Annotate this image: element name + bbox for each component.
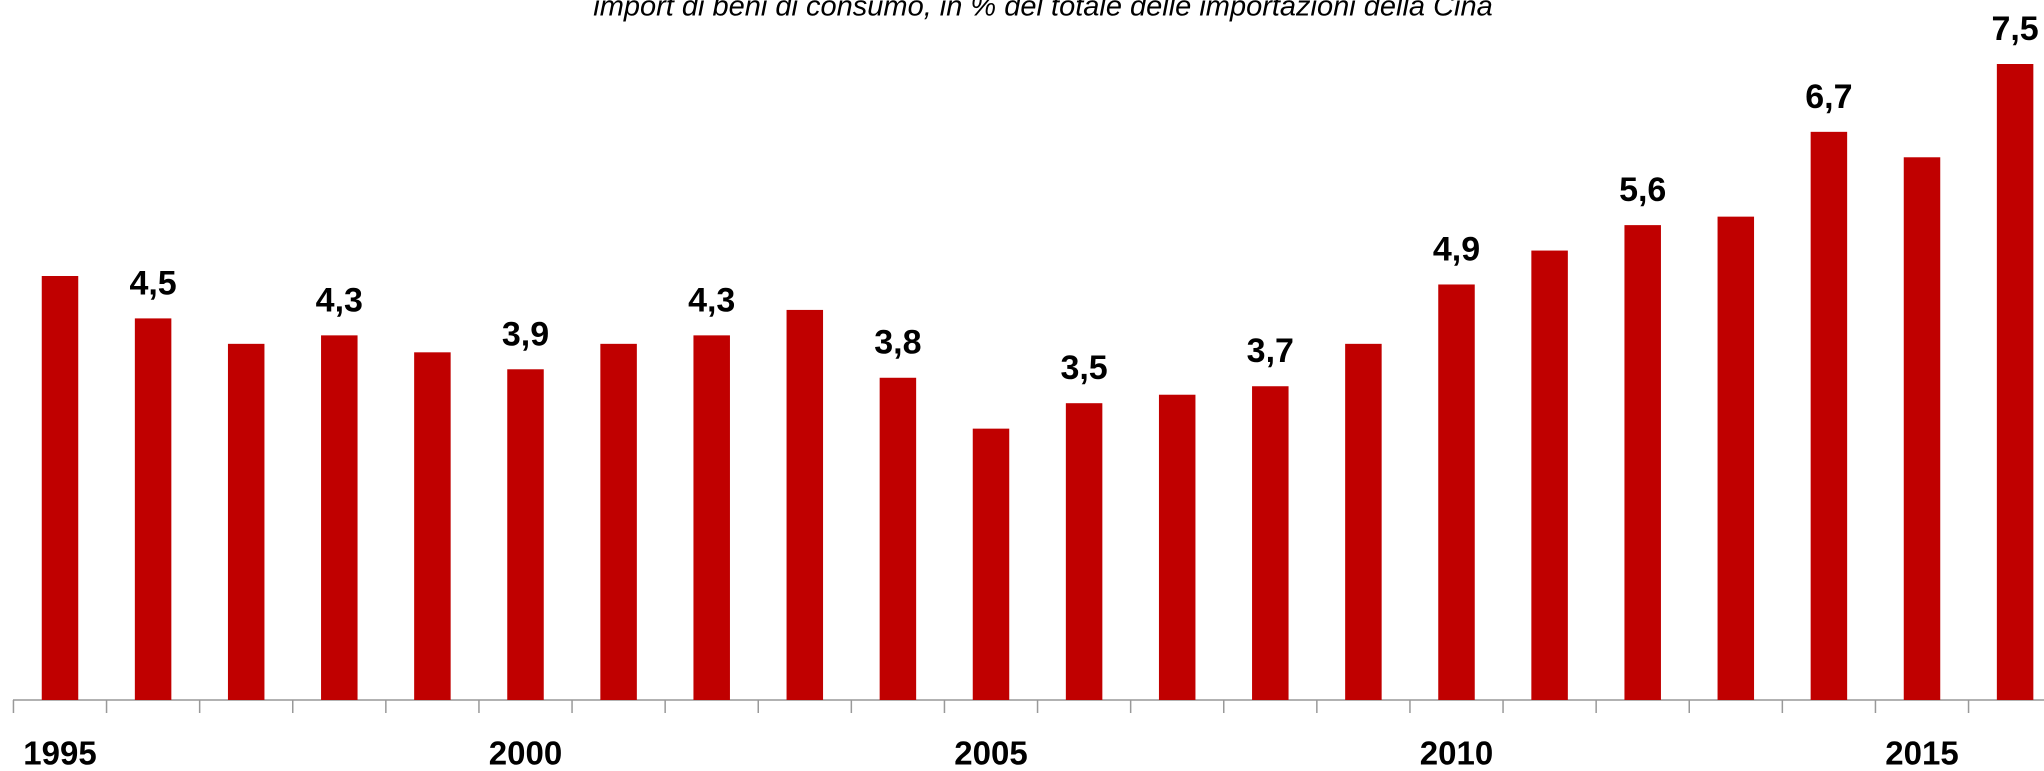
value-label: 3,9 (502, 315, 549, 353)
bar (1252, 386, 1289, 700)
bar (1345, 343, 1382, 700)
bar (1438, 284, 1475, 700)
bar (1810, 131, 1848, 701)
value-label: 4,3 (316, 281, 363, 319)
bar (786, 309, 824, 700)
x-tick-label: 1995 (23, 735, 96, 771)
value-label: 3,7 (1247, 332, 1294, 370)
value-label: 5,6 (1619, 171, 1666, 209)
bar (414, 352, 451, 700)
bar (41, 276, 79, 700)
bar (1717, 216, 1755, 700)
bar (227, 343, 265, 700)
bar (1996, 64, 2034, 700)
bar (600, 343, 637, 700)
x-tick-label: 2005 (954, 735, 1027, 771)
bar (1531, 250, 1568, 700)
x-tick-label: 2010 (1420, 735, 1493, 771)
x-tick-label: 2000 (489, 735, 562, 771)
bar (879, 377, 917, 700)
bar (507, 369, 544, 700)
value-label: 7,5 (1991, 10, 2038, 48)
bar (693, 335, 730, 700)
value-label: 6,7 (1805, 78, 1852, 116)
value-label: 4,3 (688, 281, 735, 319)
bar (321, 335, 358, 700)
value-label: 4,9 (1433, 230, 1480, 268)
bar (972, 428, 1010, 700)
value-label: 4,5 (129, 264, 176, 302)
bar (1903, 157, 1941, 700)
bar (134, 318, 172, 700)
x-tick-label: 2015 (1885, 735, 1958, 771)
bar (1065, 403, 1103, 700)
chart-title: import di beni di consumo, in % del tota… (593, 0, 1492, 23)
value-label: 3,5 (1060, 349, 1107, 387)
bar (1158, 394, 1196, 700)
value-label: 3,8 (874, 324, 921, 362)
bar (1624, 225, 1661, 700)
